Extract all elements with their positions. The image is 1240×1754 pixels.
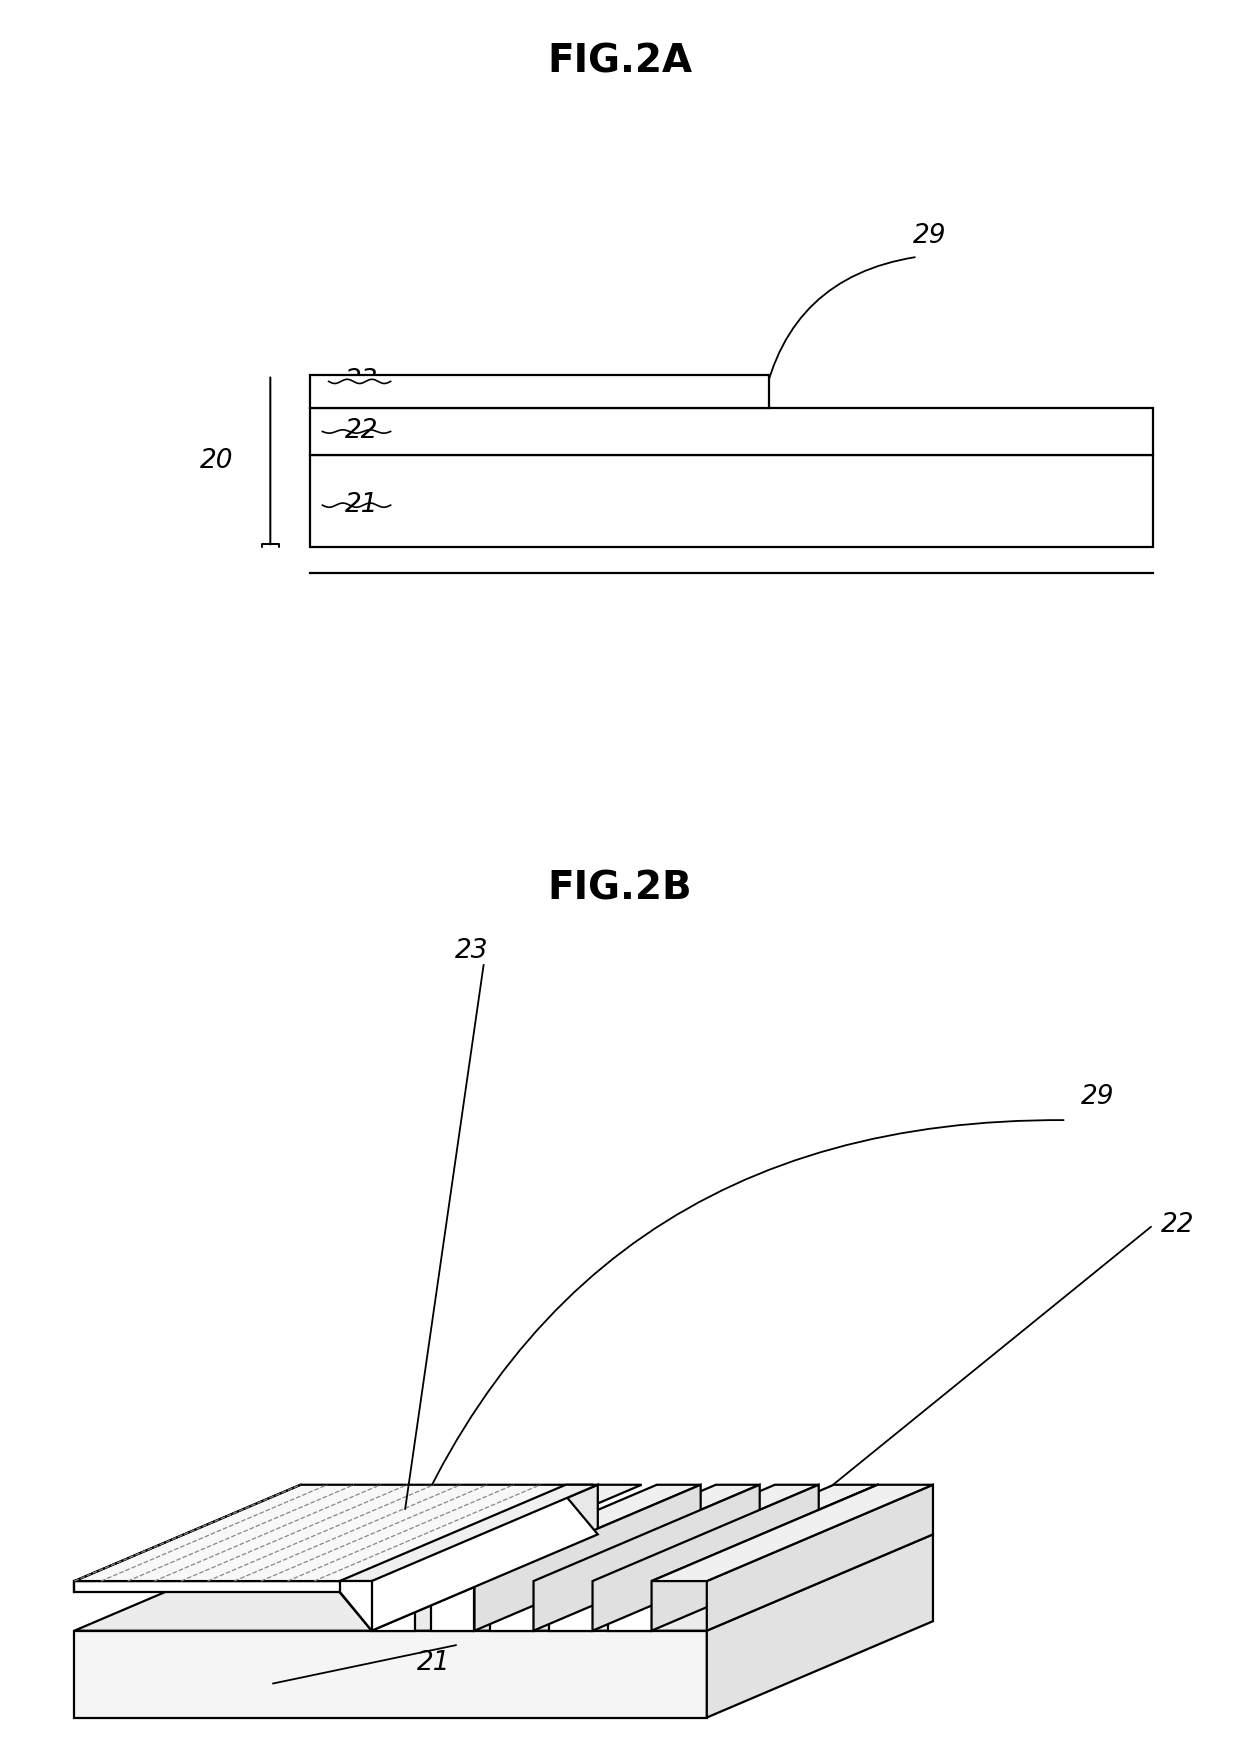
Polygon shape [340, 1580, 372, 1631]
Polygon shape [372, 1484, 641, 1580]
Polygon shape [310, 454, 1153, 547]
Polygon shape [608, 1484, 878, 1580]
Polygon shape [372, 1580, 415, 1631]
Polygon shape [74, 1484, 594, 1580]
Polygon shape [651, 1484, 932, 1580]
Polygon shape [707, 1484, 932, 1631]
Polygon shape [533, 1484, 760, 1631]
Polygon shape [74, 1631, 707, 1717]
Polygon shape [593, 1484, 818, 1631]
Polygon shape [340, 1484, 598, 1580]
Polygon shape [74, 1535, 932, 1631]
Text: 21: 21 [417, 1651, 451, 1675]
Polygon shape [651, 1484, 878, 1631]
Text: 20: 20 [200, 447, 234, 474]
Text: 23: 23 [345, 368, 378, 395]
Text: 22: 22 [345, 419, 378, 444]
Polygon shape [707, 1535, 932, 1717]
Polygon shape [548, 1580, 593, 1631]
Text: FIG.2B: FIG.2B [548, 870, 692, 907]
Polygon shape [475, 1484, 701, 1631]
Polygon shape [490, 1484, 760, 1580]
Polygon shape [490, 1580, 533, 1631]
Polygon shape [430, 1580, 475, 1631]
Polygon shape [340, 1496, 598, 1631]
Polygon shape [310, 375, 769, 409]
Text: 29: 29 [913, 223, 947, 249]
Polygon shape [548, 1484, 818, 1580]
Polygon shape [74, 1580, 367, 1593]
Polygon shape [608, 1580, 651, 1631]
Text: 29: 29 [1080, 1084, 1115, 1110]
Text: 21: 21 [345, 493, 378, 517]
Polygon shape [372, 1484, 598, 1631]
Text: 22: 22 [1161, 1212, 1195, 1238]
Polygon shape [310, 409, 1153, 454]
Polygon shape [430, 1484, 701, 1580]
Text: FIG.2A: FIG.2A [547, 42, 693, 81]
Text: 23: 23 [454, 938, 489, 965]
